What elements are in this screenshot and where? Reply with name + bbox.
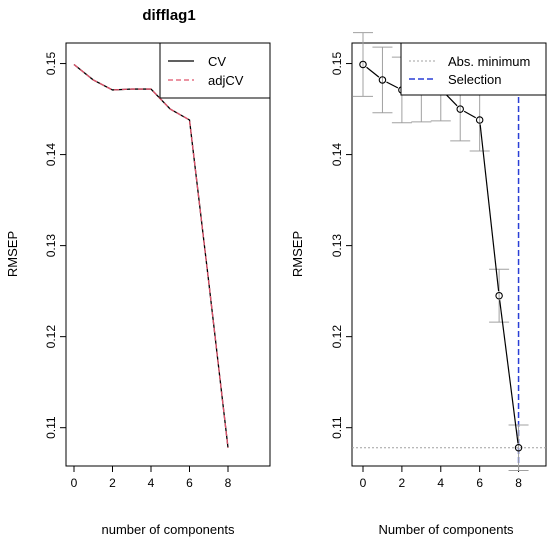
series-line-cv: [73, 63, 229, 448]
left-x-tick-label: 6: [186, 476, 193, 490]
right-x-tick-label: 4: [437, 476, 444, 490]
legend-label-cv: CV: [208, 54, 226, 69]
data-point: [475, 116, 484, 124]
right-y-tick-label: 0.14: [330, 143, 344, 167]
right-series-group: [353, 32, 529, 471]
data-point: [514, 443, 523, 452]
left-x-axis: 0 2 4 6 8: [71, 466, 232, 490]
right-y-tick-label: 0.12: [330, 325, 344, 349]
left-legend: CV adjCV: [159, 42, 271, 99]
right-x-tick-label: 2: [399, 476, 406, 490]
left-y-tick-label: 0.11: [44, 416, 58, 439]
left-panel: difflag1 0 2 4 6 8 0.11 0.12 0.13 0.14 0.15 numb…: [5, 7, 271, 537]
data-point: [495, 291, 503, 300]
right-x-axis: 0 2 4 6 8: [360, 466, 522, 490]
legend-label-selection: Selection: [448, 72, 501, 87]
series-line-adjcv: [73, 63, 229, 448]
right-y-tick-label: 0.15: [330, 52, 344, 76]
left-y-axis: 0.11 0.12 0.13 0.14 0.15: [44, 52, 66, 439]
right-y-axis: 0.11 0.12 0.13 0.14 0.15: [330, 52, 352, 439]
left-x-tick-label: 8: [225, 476, 232, 490]
right-plot-frame: [351, 42, 547, 467]
right-y-tick-label: 0.13: [330, 234, 344, 258]
legend-label-abs-minimum: Abs. minimum: [448, 54, 530, 69]
series-line-segment: [386, 81, 399, 89]
data-point: [359, 60, 367, 69]
left-legend-box: [159, 42, 271, 99]
right-panel: 0 2 4 6 8 0.11 0.12 0.13 0.14 0.15 Number of com…: [290, 32, 547, 537]
left-x-tick-label: 0: [71, 476, 78, 490]
left-x-axis-label: number of components: [102, 522, 235, 537]
right-reference-lines: [352, 43, 546, 466]
series-line-segment: [463, 110, 477, 119]
right-y-tick-label: 0.11: [330, 416, 344, 439]
chart-title: difflag1: [142, 7, 195, 24]
left-x-tick-label: 2: [109, 476, 116, 490]
left-series-group: [73, 63, 229, 448]
left-x-tick-label: 4: [148, 476, 155, 490]
left-y-tick-label: 0.13: [44, 234, 58, 258]
left-y-axis-label: RMSEP: [5, 231, 20, 277]
data-point: [378, 76, 387, 84]
right-x-tick-label: 6: [476, 476, 483, 490]
right-y-axis-label: RMSEP: [290, 231, 305, 277]
data-point: [456, 105, 464, 113]
left-y-tick-label: 0.14: [44, 143, 58, 167]
left-y-tick-label: 0.12: [44, 325, 58, 349]
series-line-segment: [479, 124, 500, 292]
right-x-tick-label: 0: [360, 476, 367, 490]
left-y-tick-label: 0.15: [44, 52, 58, 76]
series-line-segment: [366, 66, 380, 78]
right-x-axis-label: Number of components: [378, 522, 514, 537]
right-legend-box: [400, 42, 547, 96]
right-x-tick-label: 8: [515, 476, 522, 490]
right-legend: Abs. minimum Selection: [400, 42, 547, 96]
series-line-segment: [499, 300, 519, 444]
legend-label-adjcv: adjCV: [208, 73, 244, 88]
